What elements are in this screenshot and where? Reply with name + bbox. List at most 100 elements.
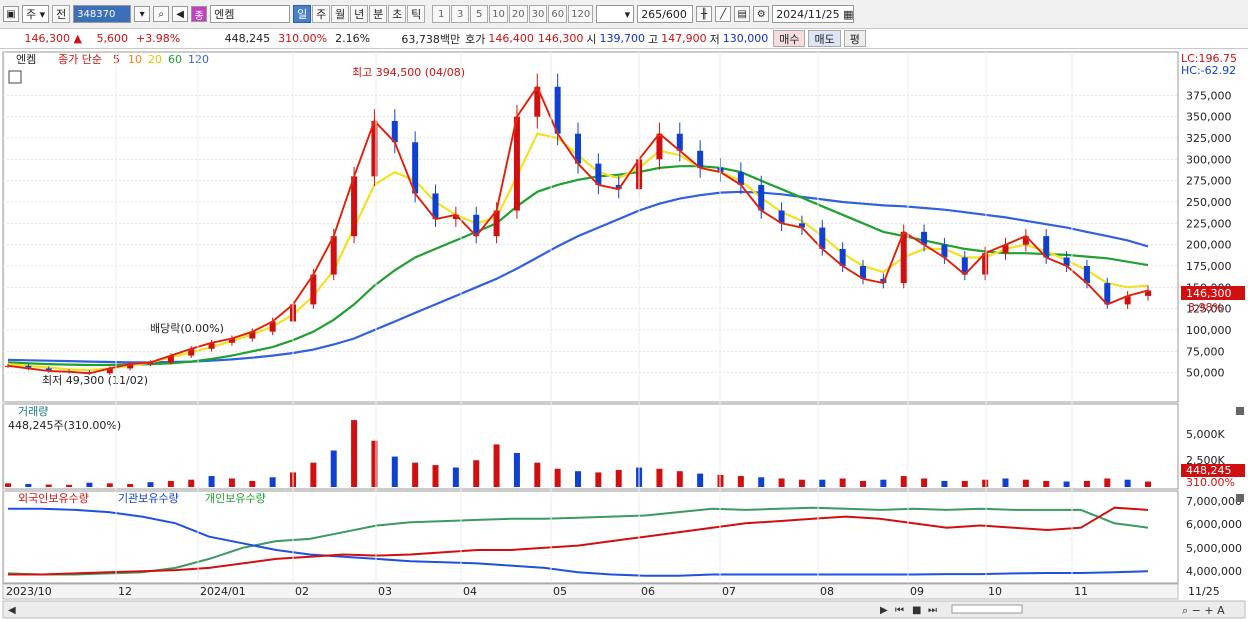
stop-icon[interactable]: ■ [912, 605, 921, 616]
y-tick-label: 325,000 [1186, 132, 1232, 145]
period-tab-3[interactable]: 년 [350, 5, 369, 23]
count-total: /600 [662, 7, 687, 21]
lc-label: LC:196.75 [1181, 52, 1237, 65]
stock-type-icon: 종 [191, 6, 208, 22]
save-icon[interactable]: ▤ [734, 6, 751, 22]
candle-body [228, 338, 235, 343]
candle-body [1083, 266, 1090, 284]
scroll-right-icon[interactable]: ▶ [880, 605, 888, 616]
chart-title: 엔켐 [16, 53, 36, 66]
volume-bar [615, 469, 622, 487]
volume-tag [1181, 464, 1245, 477]
hold-tick-4m: 4,000,000 [1186, 565, 1242, 578]
period-tab-4[interactable]: 분 [369, 5, 388, 23]
period-tab-6[interactable]: 틱 [407, 5, 426, 23]
low-label: 저 [709, 32, 720, 46]
candle-body [1063, 257, 1070, 266]
volume-bar [982, 479, 989, 487]
candle-body [127, 364, 134, 369]
volume-title: 거래량 [18, 405, 48, 418]
candle-body [1124, 295, 1131, 305]
interval-tab-3[interactable]: 3 [451, 5, 470, 23]
volume-bar [1104, 478, 1111, 487]
count-value: 265 [641, 7, 663, 21]
candle-icon[interactable]: ╫ [696, 6, 713, 22]
ask2: 146,300 [537, 32, 584, 45]
volume-bar [167, 480, 174, 487]
interval-tab-10[interactable]: 10 [489, 5, 508, 23]
candle-body [921, 231, 928, 245]
calendar-icon[interactable] [8, 70, 22, 84]
holdings-close-icon[interactable] [1236, 494, 1244, 502]
volume-bar [412, 462, 419, 487]
scroll-left-icon[interactable]: ◀ [8, 605, 16, 616]
volume-bar [147, 482, 154, 487]
price-value: 146,300 [24, 32, 71, 45]
candle-body [900, 231, 907, 284]
candle-body [554, 86, 561, 134]
scrollbar[interactable] [2, 600, 1246, 619]
volume-bar [371, 440, 378, 487]
open-label: 시 [586, 32, 597, 46]
interval-tab-5[interactable]: 5 [470, 5, 489, 23]
gear-icon[interactable]: ⚙ [753, 6, 770, 22]
volume-bar [452, 467, 459, 487]
code-input[interactable]: 348370 [73, 5, 132, 23]
name-field[interactable]: 엔켐 [210, 5, 291, 23]
volume-bar [697, 473, 704, 487]
y-tick-label: 100,000 [1186, 324, 1232, 337]
zoom-slider[interactable] [951, 604, 1023, 614]
period-tab-2[interactable]: 월 [331, 5, 350, 23]
date-field[interactable]: 2024/11/25 ▦ [772, 5, 855, 23]
volume-bar [1145, 481, 1151, 487]
volume-bar [391, 456, 398, 487]
volume-close-icon[interactable] [1236, 407, 1244, 415]
count-field[interactable]: 265/600 [637, 5, 694, 23]
period-tab-0[interactable]: 일 [293, 5, 312, 23]
chevron-down-icon[interactable]: ▾ [134, 6, 151, 22]
ask-label: 호가 [465, 32, 486, 46]
interval-select[interactable]: ▾ [596, 5, 635, 23]
y-tick-label: 250,000 [1186, 196, 1232, 209]
volume-bar [758, 477, 765, 487]
sell-button[interactable]: 매도 [808, 30, 841, 47]
interval-tab-60[interactable]: 60 [548, 5, 568, 23]
volume-bar [25, 483, 32, 487]
forward-icon[interactable]: ⏭ [928, 605, 937, 616]
candle-body [188, 348, 195, 356]
interval-tab-120[interactable]: 120 [568, 5, 594, 23]
interval-tab-1[interactable]: 1 [432, 5, 451, 23]
volume-bar [1022, 479, 1029, 487]
candle-body [778, 210, 785, 224]
market-select[interactable]: 주 ▾ [22, 5, 50, 23]
buy-button[interactable]: 매수 [773, 30, 806, 47]
volume-bar [676, 471, 683, 487]
volume-bar [941, 480, 948, 487]
eval-button[interactable]: 평 [843, 30, 866, 47]
interval-tab-30[interactable]: 30 [528, 5, 548, 23]
volume-bar [900, 476, 907, 487]
line-chart-icon[interactable]: ╱ [715, 6, 732, 22]
volume-bar [839, 478, 846, 487]
window-icon[interactable]: ▣ [3, 6, 19, 22]
search-icon[interactable]: ⌕ [153, 6, 170, 22]
hold-tick-6m: 6,000,000 [1186, 518, 1242, 531]
x-tick-label: 04 [463, 585, 477, 598]
zoom-icon[interactable]: ⌕ − + A [1182, 604, 1225, 617]
y-tick-label: 300,000 [1186, 153, 1232, 166]
y-tick-label: 75,000 [1186, 345, 1225, 358]
candle-body [1002, 244, 1009, 254]
turnover: 2.16% [335, 32, 371, 45]
period-tab-1[interactable]: 주 [312, 5, 331, 23]
candle-body [106, 368, 113, 374]
interval-tab-20[interactable]: 20 [508, 5, 528, 23]
speaker-icon[interactable]: ◀ [172, 6, 189, 22]
prev-button[interactable]: 전 [52, 5, 71, 23]
volume-bar [798, 479, 805, 487]
volume-bar [351, 420, 358, 487]
candle-body [595, 163, 602, 185]
rewind-icon[interactable]: ⏮ [895, 605, 904, 616]
open: 139,700 [599, 32, 645, 45]
period-tab-5[interactable]: 초 [388, 5, 407, 23]
